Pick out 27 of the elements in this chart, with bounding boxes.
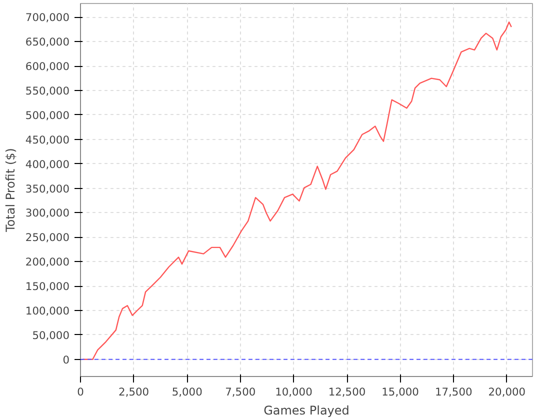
x-axis-title: Games Played xyxy=(264,404,350,418)
line-series xyxy=(82,21,512,360)
y-tick-label: 150,000 xyxy=(25,280,70,294)
y-tick-label: 450,000 xyxy=(25,133,70,146)
y-tick-label: 400,000 xyxy=(25,158,70,171)
y-tick-label: 350,000 xyxy=(25,182,70,196)
y-tick-label: 250,000 xyxy=(25,231,70,244)
x-tick-label: 7,500 xyxy=(225,386,256,398)
x-tick-label: 12,500 xyxy=(328,386,366,398)
y-tick-label: 50,000 xyxy=(32,328,70,342)
x-tick-label: 20,000 xyxy=(488,386,526,398)
y-tick-label: 100,000 xyxy=(25,304,70,318)
x-tick-label: 5,000 xyxy=(172,386,203,398)
x-tick-label: 0 xyxy=(77,386,84,398)
x-tick-label: 15,000 xyxy=(382,386,420,398)
y-tick-label: 600,000 xyxy=(25,60,70,74)
y-axis-title: Total Profit ($) xyxy=(3,148,18,233)
x-tick-label: 10,000 xyxy=(275,386,313,398)
x-tick-label: 2,500 xyxy=(118,386,150,398)
x-tick-label: 17,500 xyxy=(434,386,472,398)
y-tick-label: 500,000 xyxy=(25,108,70,122)
y-tick-label: 550,000 xyxy=(25,84,70,98)
y-tick-label: 0 xyxy=(62,353,70,366)
y-tick-label: 700,000 xyxy=(25,11,70,24)
y-tick-label: 200,000 xyxy=(25,256,70,269)
y-tick-label: 650,000 xyxy=(25,36,70,49)
y-tick-label: 300,000 xyxy=(25,206,70,220)
